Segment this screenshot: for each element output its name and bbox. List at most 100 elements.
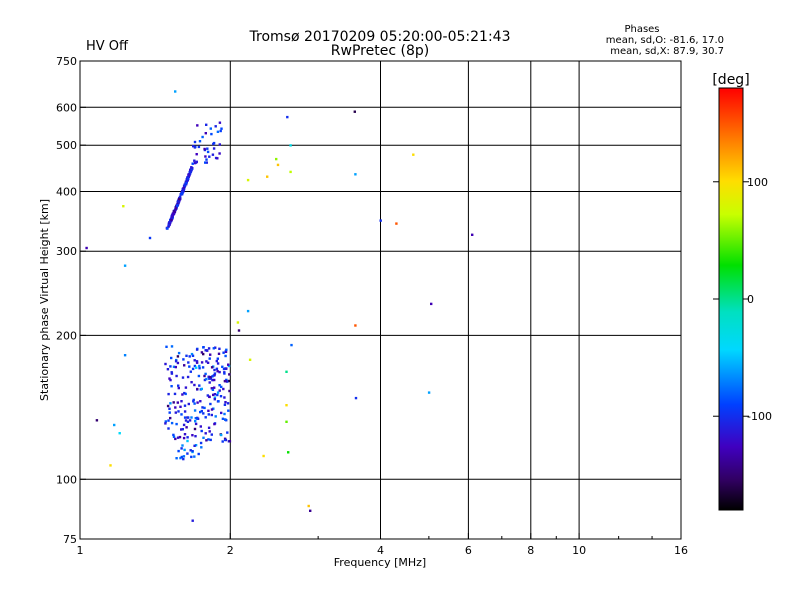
echo-point [165, 345, 168, 348]
echo-point [186, 439, 189, 443]
x-tick-label: 2 [227, 544, 234, 557]
echo-point [248, 358, 252, 361]
echo-point [195, 160, 198, 163]
echo-point [220, 385, 223, 389]
echo-point [205, 377, 208, 381]
echo-point [193, 383, 196, 387]
echo-point [197, 452, 200, 456]
echo-point [194, 417, 197, 420]
echo-point [180, 400, 183, 403]
echo-point [222, 367, 226, 371]
echo-point [471, 233, 474, 236]
echo-point [202, 352, 205, 356]
echo-point [226, 431, 229, 434]
x-tick-label: 10 [572, 544, 586, 557]
echo-point [213, 378, 216, 382]
echo-point [218, 152, 221, 155]
echo-point [167, 392, 170, 396]
echo-point [224, 354, 227, 358]
echo-point [183, 448, 186, 452]
echo-point [210, 132, 213, 136]
echo-point [185, 354, 188, 357]
echo-point [181, 444, 184, 447]
echo-point [174, 365, 177, 369]
echo-point [223, 372, 226, 375]
echo-point [164, 422, 167, 425]
echo-point [227, 379, 231, 383]
echo-point [123, 264, 127, 267]
echo-point [309, 509, 312, 512]
echo-point [195, 361, 199, 364]
echo-point [214, 346, 217, 349]
echo-point [205, 123, 208, 126]
echo-point [221, 365, 224, 368]
echo-point [205, 161, 208, 164]
echo-point [174, 207, 178, 210]
echo-point [223, 412, 226, 416]
echo-point [190, 168, 193, 172]
echo-point [207, 347, 211, 350]
echo-point [183, 433, 187, 436]
echo-point [188, 419, 192, 422]
echo-point [85, 246, 88, 250]
echo-point [213, 396, 217, 399]
echo-point [395, 222, 398, 225]
echo-point [166, 404, 170, 408]
echo-point [204, 416, 207, 419]
echo-point [289, 170, 292, 174]
echo-point [194, 422, 198, 426]
echo-point [172, 365, 176, 368]
echo-point [182, 423, 186, 427]
echo-point [354, 324, 357, 327]
phases-heading: Phases [624, 24, 659, 35]
echo-point [189, 171, 192, 174]
echo-point [202, 436, 205, 439]
echo-point [171, 214, 174, 217]
echo-point [217, 352, 221, 355]
echo-point [193, 140, 197, 144]
echo-point [177, 410, 180, 413]
echo-point [195, 153, 198, 156]
echo-point [168, 411, 171, 414]
echo-point [183, 410, 187, 413]
echo-point [208, 155, 211, 158]
echo-point [180, 413, 183, 416]
echo-point [168, 221, 171, 224]
x-tick-label: 4 [377, 544, 384, 557]
echo-point [195, 348, 199, 351]
echo-point [207, 413, 210, 416]
echo-point [209, 377, 213, 380]
echo-point [213, 372, 217, 375]
colorbar-label: [deg] [712, 72, 749, 88]
echo-point [184, 419, 188, 422]
echo-point [210, 408, 214, 411]
echo-point [170, 345, 174, 348]
echo-point [227, 364, 231, 368]
echo-point [177, 201, 180, 204]
echo-point [183, 364, 186, 367]
x-tick-label: 1 [77, 544, 84, 557]
echo-point [198, 364, 201, 368]
echo-point [213, 422, 216, 426]
echo-point [181, 191, 184, 194]
echo-point [204, 372, 207, 376]
echo-point [236, 321, 240, 324]
echo-point [185, 182, 188, 185]
echo-point [216, 357, 219, 360]
echo-point [183, 391, 186, 395]
echo-point [176, 203, 179, 206]
echo-point [190, 455, 193, 459]
echo-point [170, 356, 173, 360]
echo-point [216, 393, 219, 397]
echo-point [183, 183, 186, 187]
echo-point [200, 429, 203, 433]
echo-point [184, 180, 188, 184]
echo-point [224, 418, 227, 421]
echo-point [201, 406, 204, 409]
echo-point [190, 416, 193, 419]
echo-point [198, 367, 201, 370]
echo-point [201, 366, 205, 369]
echo-point [191, 162, 194, 165]
echo-point [228, 373, 231, 376]
echo-point [167, 419, 170, 422]
